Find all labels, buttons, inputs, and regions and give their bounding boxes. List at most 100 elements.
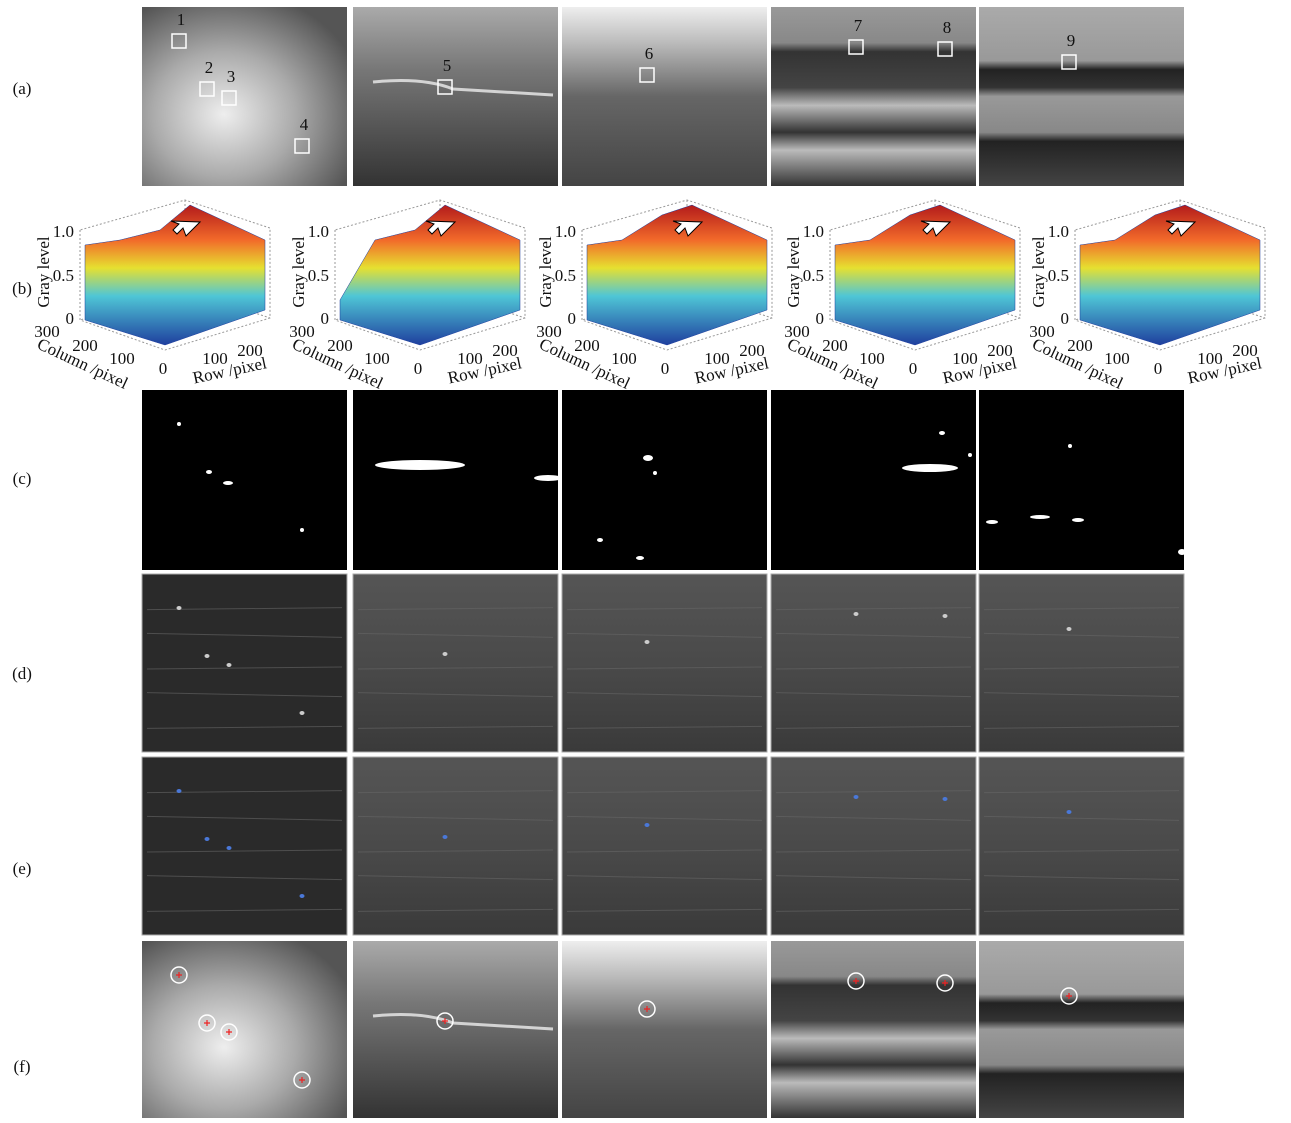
marker-label: 8 [943, 18, 952, 37]
binary-panel [353, 390, 558, 570]
candidate-dot [854, 795, 859, 799]
candidate-dot [227, 846, 232, 850]
surface [587, 205, 767, 345]
blob [223, 481, 233, 485]
z-label: Gray level [536, 236, 555, 308]
filtered-panel [562, 574, 767, 752]
bright-spot [943, 614, 948, 618]
column-tick: 200 [1067, 336, 1093, 355]
marker-label: 9 [1067, 31, 1076, 50]
blob [597, 538, 603, 542]
candidate-dot [1067, 810, 1072, 814]
image-panel [771, 941, 976, 1118]
binary-panel [979, 390, 1184, 570]
marker-label: 5 [443, 56, 452, 75]
blob [206, 470, 212, 474]
column-tick: 0 [661, 359, 670, 378]
bright-spot [300, 711, 305, 715]
surface [835, 205, 1015, 345]
filtered-panel [353, 757, 558, 935]
filtered-panel [771, 574, 976, 752]
row-label: (f) [14, 1057, 31, 1076]
binary-panel [562, 390, 767, 570]
filtered-panel [142, 574, 347, 752]
column-tick: 100 [364, 349, 390, 368]
column-tick: 100 [859, 349, 885, 368]
candidate-dot [177, 789, 182, 793]
z-tick: 0.5 [803, 266, 824, 285]
bright-spot [645, 640, 650, 644]
filtered-panel [979, 574, 1184, 752]
blob [177, 422, 181, 426]
filtered-panel [771, 757, 976, 935]
z-tick: 1.0 [803, 222, 824, 241]
column-tick: 200 [327, 336, 353, 355]
image-panel [979, 7, 1184, 186]
column-tick: 300 [784, 322, 810, 341]
z-tick: 0 [568, 309, 577, 328]
blob [375, 460, 465, 470]
binary-panel [142, 390, 347, 570]
column-tick: 0 [1154, 359, 1163, 378]
candidate-dot [205, 837, 210, 841]
marker-label: 6 [645, 44, 654, 63]
image-panel [979, 941, 1184, 1118]
bright-spot [205, 654, 210, 658]
z-label: Gray level [1029, 236, 1048, 308]
z-tick: 0 [816, 309, 825, 328]
column-tick: 100 [1104, 349, 1130, 368]
marker-label: 7 [854, 16, 863, 35]
blob [636, 556, 644, 560]
blob [1178, 549, 1186, 555]
row-label: (d) [12, 664, 32, 683]
image-panel [353, 7, 558, 186]
column-tick: 0 [414, 359, 423, 378]
blob [902, 464, 958, 472]
blob [1030, 515, 1050, 519]
filtered-panel [979, 757, 1184, 935]
column-tick: 300 [34, 322, 60, 341]
column-tick: 200 [822, 336, 848, 355]
column-tick: 200 [72, 336, 98, 355]
z-tick: 1.0 [53, 222, 74, 241]
blob [534, 475, 562, 481]
column-tick: 0 [159, 359, 168, 378]
blob [1068, 444, 1072, 448]
blob [968, 453, 972, 457]
blob [1072, 518, 1084, 522]
column-tick: 300 [289, 322, 315, 341]
z-tick: 0.5 [308, 266, 329, 285]
filtered-panel [142, 757, 347, 935]
candidate-dot [443, 835, 448, 839]
blob [643, 455, 653, 461]
filtered-panel [562, 757, 767, 935]
marker-label: 4 [300, 115, 309, 134]
blob [300, 528, 304, 532]
z-tick: 1.0 [308, 222, 329, 241]
z-tick: 1.0 [555, 222, 576, 241]
blob [939, 431, 945, 435]
candidate-dot [943, 797, 948, 801]
z-tick: 0.5 [1048, 266, 1069, 285]
z-tick: 0 [1061, 309, 1070, 328]
column-tick: 300 [1029, 322, 1055, 341]
candidate-dot [300, 894, 305, 898]
image-panel [353, 941, 558, 1118]
surface [85, 205, 265, 345]
surface [340, 205, 520, 345]
filtered-panel [353, 574, 558, 752]
column-tick: 200 [574, 336, 600, 355]
z-tick: 0 [321, 309, 330, 328]
marker-label: 1 [177, 10, 186, 29]
row-label: (e) [13, 859, 32, 878]
bright-spot [227, 663, 232, 667]
marker-label: 3 [227, 67, 236, 86]
z-label: Gray level [784, 236, 803, 308]
bright-spot [854, 612, 859, 616]
column-tick: 100 [611, 349, 637, 368]
bright-spot [1067, 627, 1072, 631]
row-label: (b) [12, 279, 32, 298]
z-tick: 0.5 [53, 266, 74, 285]
z-label: Gray level [289, 236, 308, 308]
blob [653, 471, 657, 475]
